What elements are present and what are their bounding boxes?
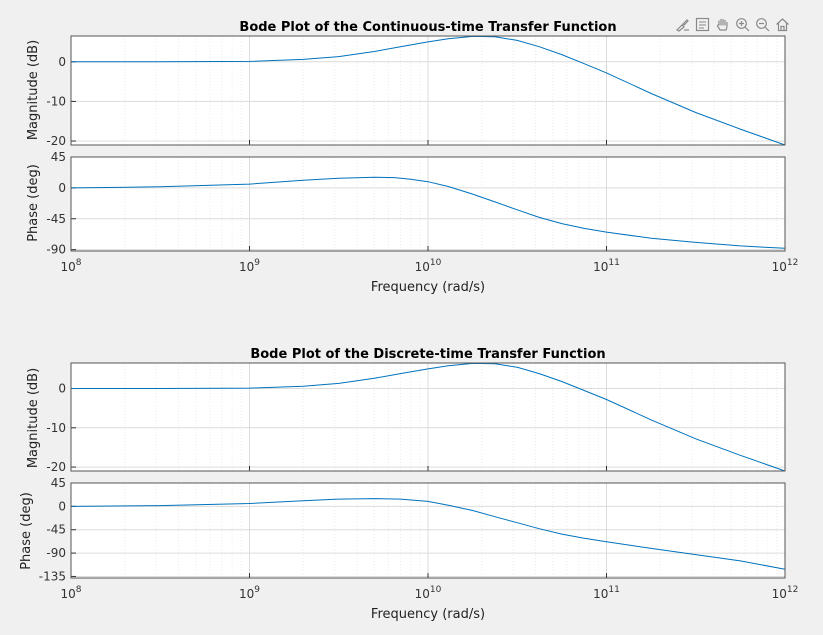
magnitude-discrete-axes-frame — [70, 362, 786, 472]
y-tick-label: -20 — [46, 134, 66, 148]
datatip-icon[interactable] — [694, 16, 711, 33]
y-tick-label: 45 — [51, 150, 66, 164]
y-tick-label: 0 — [58, 499, 66, 513]
x-tick-label: 1012 — [772, 585, 799, 601]
xlabel-discrete: Frequency (rad/s) — [371, 607, 485, 622]
y-tick-label: 0 — [58, 382, 66, 396]
x-tick-label: 1010 — [415, 258, 442, 274]
x-tick-label: 1011 — [593, 585, 620, 601]
pan-hand-icon[interactable] — [714, 16, 731, 33]
magnitude-axes-continuous[interactable]: 0 -10 -20 — [46, 35, 786, 148]
magnitude-continuous-axes-frame — [70, 35, 786, 146]
x-tick-label: 109 — [239, 585, 260, 601]
y-tick-label: -90 — [46, 546, 66, 560]
y-tick-label: 0 — [58, 181, 66, 195]
x-tick-label: 109 — [239, 258, 260, 274]
phase-discrete-axes-frame — [70, 482, 786, 579]
x-tick-label: 108 — [60, 258, 81, 274]
phase-discrete-series-line — [70, 498, 786, 570]
y-tick-label: -20 — [46, 460, 66, 474]
phase-continuous-series-line — [70, 176, 786, 249]
y-tick-label: -135 — [39, 569, 66, 583]
y-tick-label: 45 — [51, 476, 66, 490]
zoom-in-icon[interactable] — [734, 16, 751, 33]
phase-continuous-axes-frame — [70, 156, 786, 252]
home-icon[interactable] — [774, 16, 791, 33]
y-tick-label: -45 — [46, 212, 66, 226]
y-tick-label: -90 — [46, 243, 66, 257]
plot-title-discrete: Bode Plot of the Discrete-time Transfer … — [250, 347, 605, 362]
x-tick-label: 1010 — [415, 585, 442, 601]
x-tick-label: 1012 — [772, 258, 799, 274]
brush-icon[interactable] — [674, 16, 691, 33]
phase-ylabel-continuous: Phase (deg) — [26, 164, 41, 242]
phase-axes-discrete[interactable]: 45 0 -45 -90 -135 108 109 1010 1011 1012 — [39, 476, 799, 601]
magnitude-continuous-series-line — [71, 35, 786, 146]
x-tick-label: 1011 — [593, 258, 620, 274]
y-tick-label: -10 — [46, 421, 66, 435]
plot-title-continuous: Bode Plot of the Continuous-time Transfe… — [239, 20, 616, 35]
magnitude-axes-discrete[interactable]: 0 -10 -20 — [46, 362, 786, 474]
y-tick-label: -10 — [46, 94, 66, 108]
magnitude-discrete-series-line — [71, 362, 786, 472]
magnitude-ylabel-discrete: Magnitude (dB) — [26, 368, 41, 468]
phase-ylabel-discrete: Phase (deg) — [19, 492, 34, 570]
zoom-out-icon[interactable] — [754, 16, 771, 33]
y-tick-label: 0 — [58, 55, 66, 69]
axes-toolbar — [674, 16, 791, 33]
x-tick-label: 108 — [60, 585, 81, 601]
y-tick-label: -45 — [46, 523, 66, 537]
magnitude-ylabel-continuous: Magnitude (dB) — [26, 40, 41, 140]
xlabel-continuous: Frequency (rad/s) — [371, 280, 485, 295]
